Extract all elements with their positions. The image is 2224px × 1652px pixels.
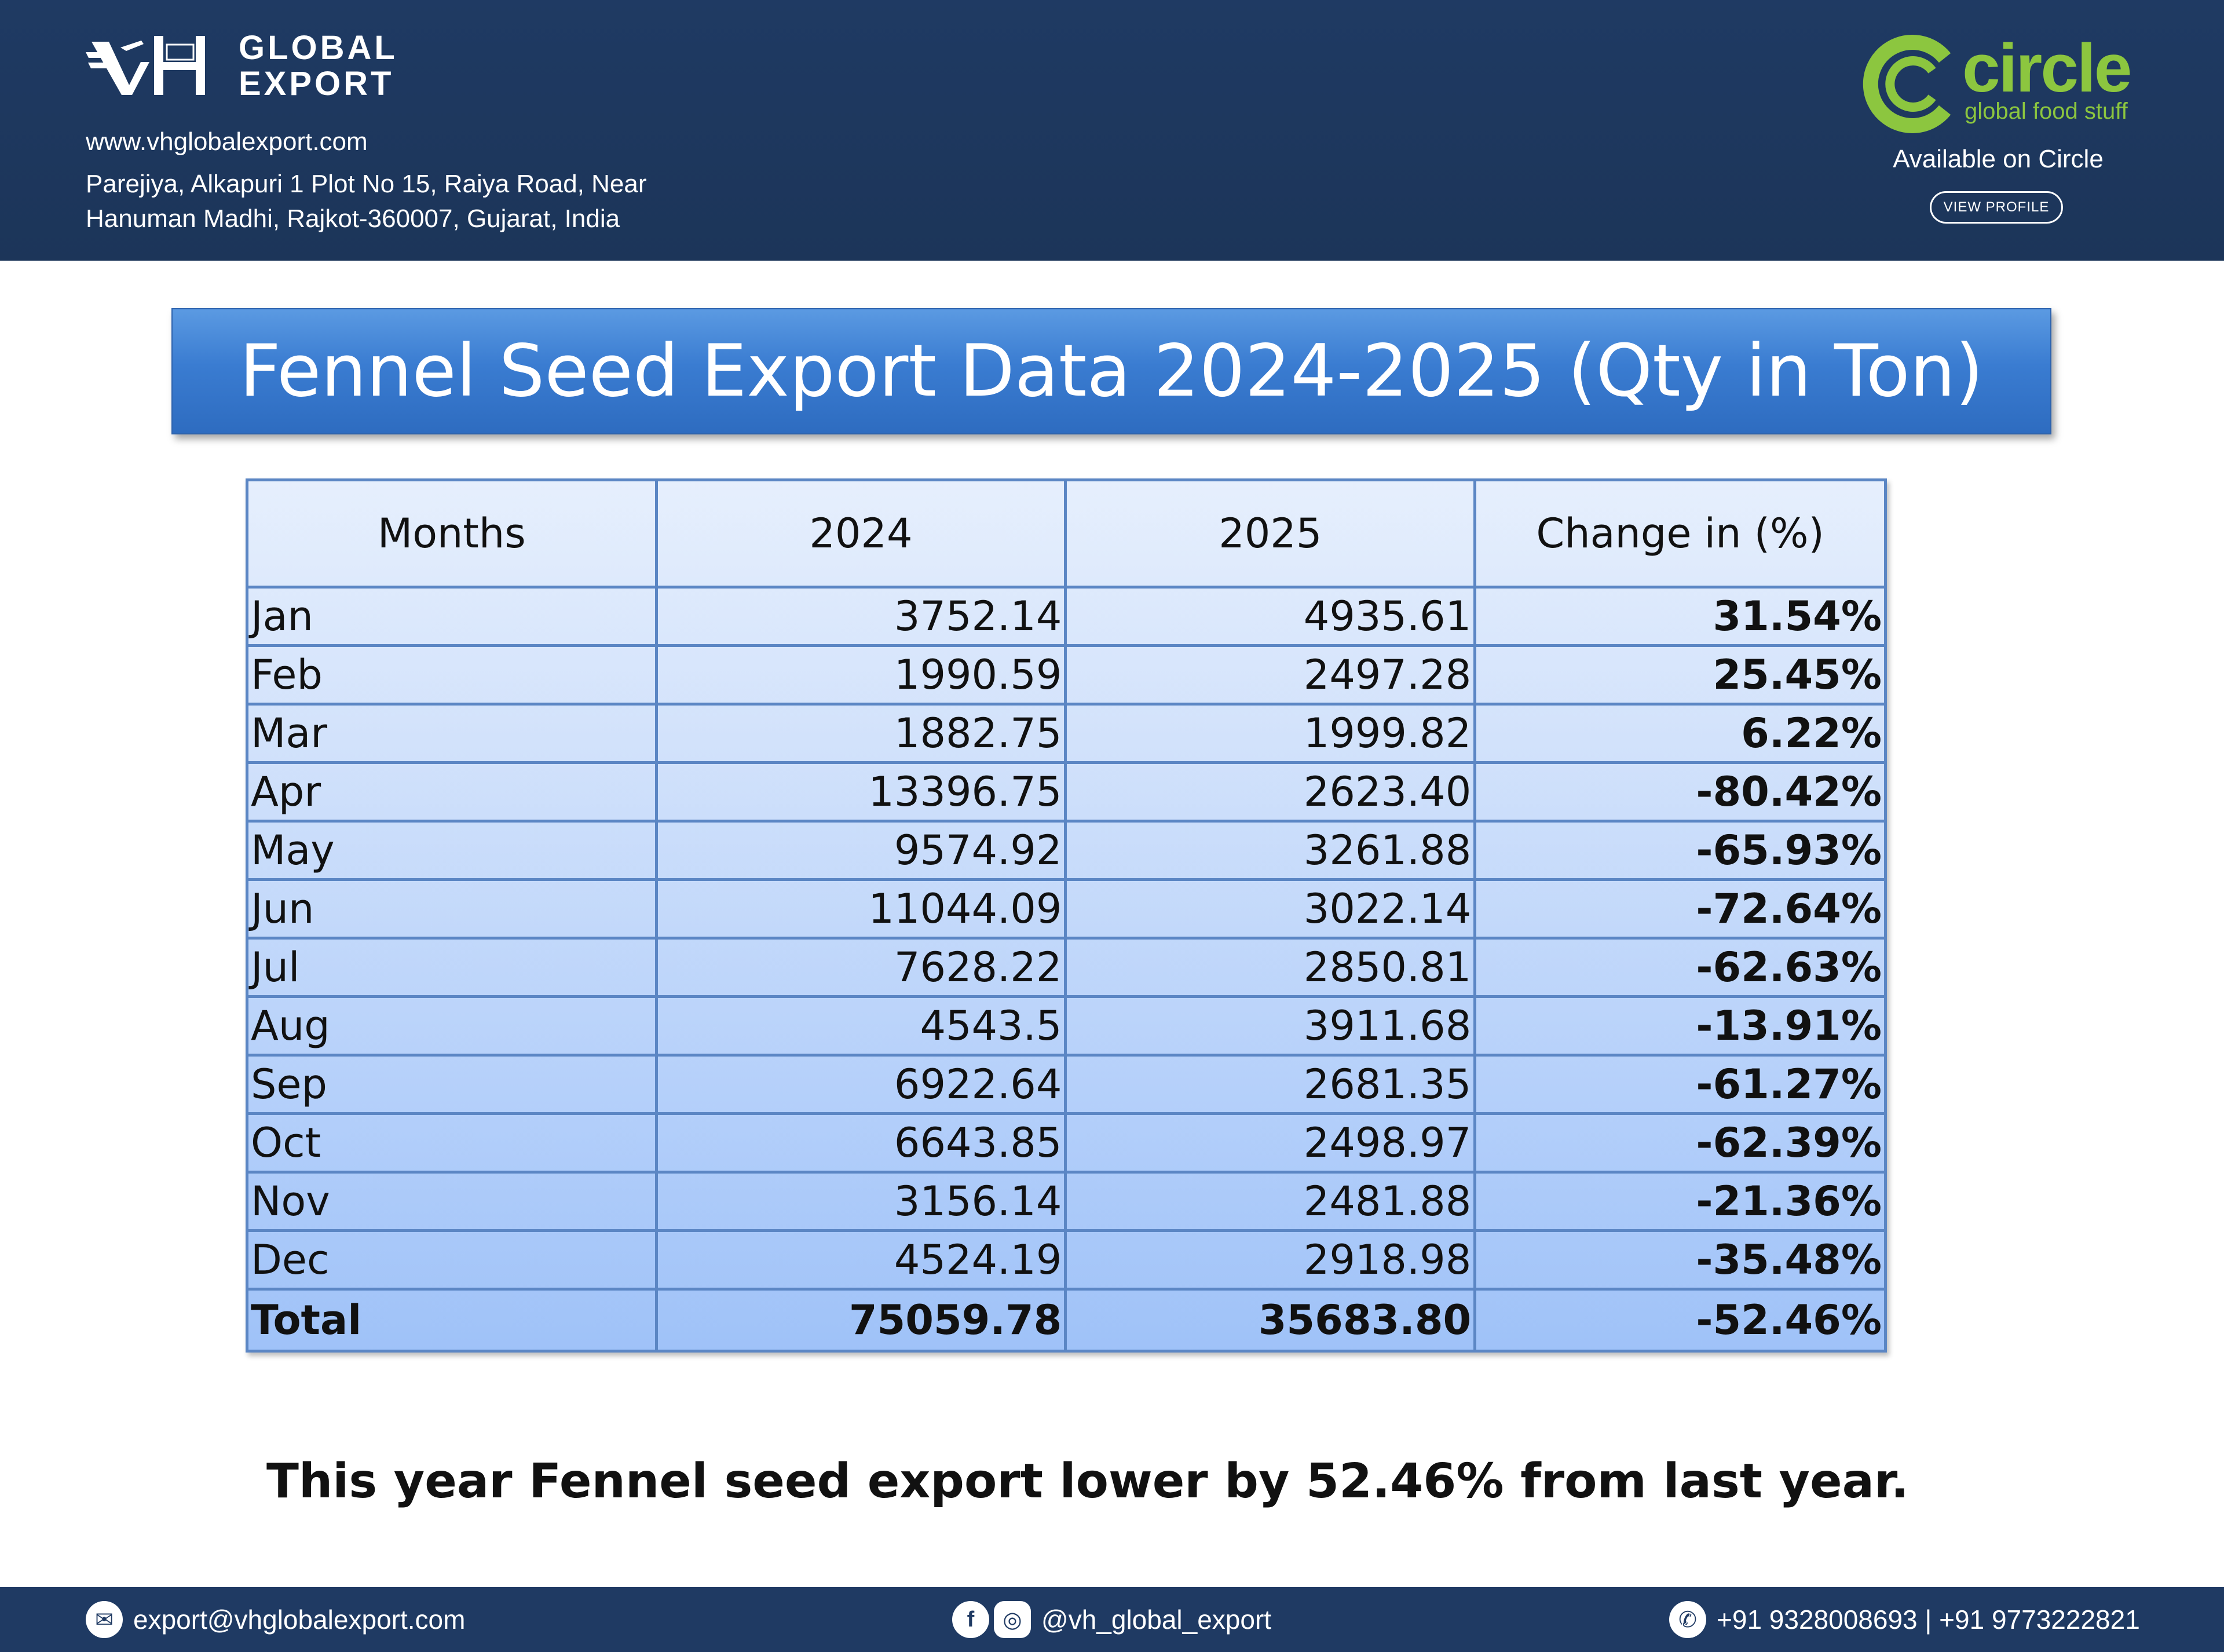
table-row: Jun 11044.09 3022.14 -72.64% [246, 878, 1887, 940]
qty-2025-cell: 2623.40 [1064, 761, 1477, 823]
table-row: Jan 3752.14 4935.61 31.54% [246, 586, 1887, 647]
total-2024: 75059.78 [654, 1288, 1067, 1353]
change-cell: -62.39% [1473, 1112, 1887, 1174]
email-text: export@vhglobalexport.com [133, 1605, 466, 1635]
partner-tagline: global food stuff [1965, 98, 2128, 124]
month-cell: Dec [246, 1229, 658, 1291]
brand-name: GLOBAL EXPORT [239, 29, 398, 103]
change-cell: -13.91% [1473, 995, 1887, 1057]
change-cell: -61.27% [1473, 1054, 1887, 1115]
qty-2025-cell: 2918.98 [1064, 1229, 1477, 1291]
table-row: Jul 7628.22 2850.81 -62.63% [246, 937, 1887, 998]
header-2024: 2024 [654, 478, 1067, 589]
month-cell: Sep [246, 1054, 658, 1115]
qty-2025-cell: 2681.35 [1064, 1054, 1477, 1115]
qty-2025-cell: 3261.88 [1064, 820, 1477, 881]
qty-2025-cell: 3022.14 [1064, 878, 1477, 940]
qty-2025-cell: 2481.88 [1064, 1171, 1477, 1232]
table-row: Dec 4524.19 2918.98 -35.48% [246, 1229, 1887, 1291]
month-cell: Feb [246, 644, 658, 706]
phone-text: +91 9328008693 | +91 9773222821 [1717, 1605, 2140, 1635]
month-cell: Nov [246, 1171, 658, 1232]
qty-2024-cell: 9574.92 [654, 820, 1067, 881]
month-cell: Jan [246, 586, 658, 647]
qty-2024-cell: 1990.59 [654, 644, 1067, 706]
header-change: Change in (%) [1473, 478, 1887, 589]
header-2025: 2025 [1064, 478, 1477, 589]
website-link[interactable]: www.vhglobalexport.com [86, 127, 368, 156]
summary-text: This year Fennel seed export lower by 52… [266, 1454, 1909, 1509]
qty-2025-cell: 2497.28 [1064, 644, 1477, 706]
footer-email[interactable]: ✉ export@vhglobalexport.com [86, 1587, 465, 1652]
header-months: Months [246, 478, 658, 589]
page-title: Fennel Seed Export Data 2024-2025 (Qty i… [171, 308, 2051, 434]
change-cell: -65.93% [1473, 820, 1887, 881]
qty-2025-cell: 3911.68 [1064, 995, 1477, 1057]
change-cell: 31.54% [1473, 586, 1887, 647]
instagram-icon: ◎ [994, 1601, 1031, 1638]
phone-icon: ✆ [1669, 1601, 1706, 1638]
change-cell: -62.63% [1473, 937, 1887, 998]
qty-2024-cell: 4524.19 [654, 1229, 1067, 1291]
qty-2024-cell: 3752.14 [654, 586, 1067, 647]
table-row: Apr 13396.75 2623.40 -80.42% [246, 761, 1887, 823]
qty-2024-cell: 1882.75 [654, 703, 1067, 764]
qty-2025-cell: 2850.81 [1064, 937, 1477, 998]
view-profile-button[interactable]: VIEW PROFILE [1930, 191, 2063, 224]
table-header-row: Months 2024 2025 Change in (%) [246, 478, 1887, 589]
change-cell: 25.45% [1473, 644, 1887, 706]
change-cell: 6.22% [1473, 703, 1887, 764]
month-cell: May [246, 820, 658, 881]
qty-2024-cell: 11044.09 [654, 878, 1067, 940]
month-cell: Jul [246, 937, 658, 998]
qty-2025-cell: 4935.61 [1064, 586, 1477, 647]
facebook-icon: f [952, 1601, 989, 1638]
month-cell: Aug [246, 995, 658, 1057]
circle-logo-icon [1863, 35, 1951, 133]
total-change: -52.46% [1473, 1288, 1887, 1353]
export-data-table: Months 2024 2025 Change in (%) Jan 3752.… [246, 478, 1887, 1353]
change-cell: -72.64% [1473, 878, 1887, 940]
footer-bar: ✉ export@vhglobalexport.com f ◎ @vh_glob… [0, 1587, 2224, 1652]
qty-2024-cell: 4543.5 [654, 995, 1067, 1057]
month-cell: Apr [246, 761, 658, 823]
footer-phone[interactable]: ✆ +91 9328008693 | +91 9773222821 [1669, 1587, 2140, 1652]
month-cell: Mar [246, 703, 658, 764]
qty-2024-cell: 13396.75 [654, 761, 1067, 823]
table-row: Mar 1882.75 1999.82 6.22% [246, 703, 1887, 764]
partner-name: circle [1962, 30, 2132, 107]
company-address: Parejiya, Alkapuri 1 Plot No 15, Raiya R… [86, 170, 647, 233]
change-cell: -35.48% [1473, 1229, 1887, 1291]
total-row: Total 75059.78 35683.80 -52.46% [246, 1288, 1887, 1353]
month-cell: Jun [246, 878, 658, 940]
change-cell: -21.36% [1473, 1171, 1887, 1232]
table-row: Oct 6643.85 2498.97 -62.39% [246, 1112, 1887, 1174]
qty-2024-cell: 6922.64 [654, 1054, 1067, 1115]
qty-2025-cell: 1999.82 [1064, 703, 1477, 764]
change-cell: -80.42% [1473, 761, 1887, 823]
header-bar: GLOBAL EXPORT www.vhglobalexport.com Par… [0, 0, 2224, 261]
table-row: Nov 3156.14 2481.88 -21.36% [246, 1171, 1887, 1232]
available-text: Available on Circle [1893, 145, 2104, 173]
total-2025: 35683.80 [1064, 1288, 1477, 1353]
social-handle: @vh_global_export [1041, 1605, 1272, 1635]
qty-2025-cell: 2498.97 [1064, 1112, 1477, 1174]
qty-2024-cell: 3156.14 [654, 1171, 1067, 1232]
vh-logo-icon [86, 36, 205, 95]
qty-2024-cell: 7628.22 [654, 937, 1067, 998]
table-row: May 9574.92 3261.88 -65.93% [246, 820, 1887, 881]
footer-social[interactable]: f ◎ @vh_global_export [952, 1587, 1271, 1652]
table-row: Feb 1990.59 2497.28 25.45% [246, 644, 1887, 706]
qty-2024-cell: 6643.85 [654, 1112, 1067, 1174]
table-row: Sep 6922.64 2681.35 -61.27% [246, 1054, 1887, 1115]
table-row: Aug 4543.5 3911.68 -13.91% [246, 995, 1887, 1057]
total-label: Total [246, 1288, 658, 1353]
mail-icon: ✉ [86, 1601, 123, 1638]
month-cell: Oct [246, 1112, 658, 1174]
